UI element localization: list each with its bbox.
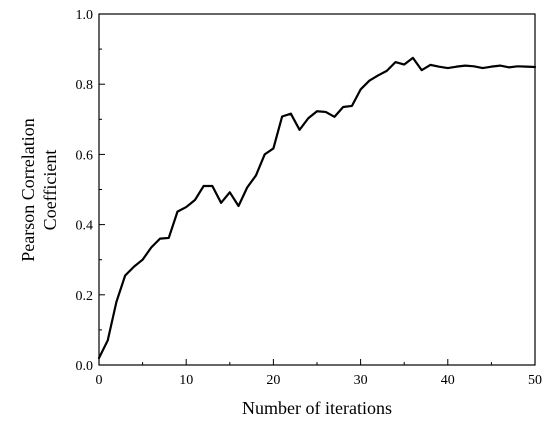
y-tick-label: 0.0 <box>76 359 94 374</box>
series-line <box>97 56 537 360</box>
y-tick-label: 0.2 <box>76 289 94 304</box>
y-axis: 0.0 0.2 0.4 0.6 0.8 1.0 <box>76 8 105 374</box>
y-axis-title: Pearson Correlation Coefficient <box>18 118 60 261</box>
x-tick-label: 0 <box>96 373 103 388</box>
y-axis-title-line-1: Pearson Correlation <box>18 118 38 261</box>
y-tick-label: 1.0 <box>76 8 94 23</box>
x-tick-label: 40 <box>441 373 455 388</box>
y-tick-label: 0.4 <box>76 219 94 234</box>
series-group <box>97 56 537 360</box>
x-tick-label: 50 <box>528 373 542 388</box>
x-tick-label: 10 <box>179 373 193 388</box>
x-tick-label: 30 <box>354 373 368 388</box>
y-tick-label: 0.6 <box>76 148 94 163</box>
y-tick-label: 0.8 <box>76 78 94 93</box>
x-axis: 0 10 20 30 40 50 <box>96 359 542 388</box>
x-axis-title: Number of iterations <box>242 398 392 418</box>
x-tick-label: 20 <box>266 373 280 388</box>
y-axis-title-line-2: Coefficient <box>40 150 60 231</box>
